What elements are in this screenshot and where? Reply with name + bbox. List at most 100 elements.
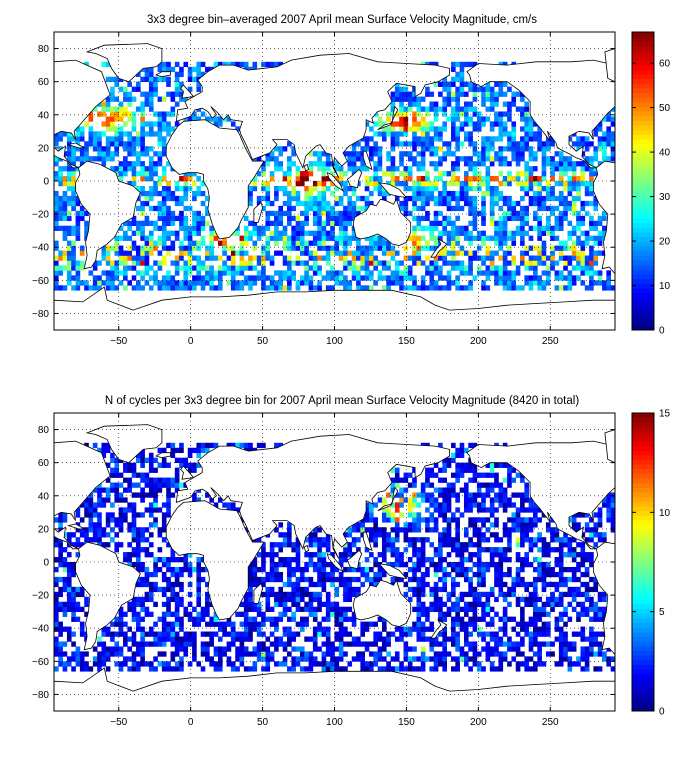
heatmap-cell [537,646,542,652]
heatmap-cell [571,171,577,177]
heatmap-cell [127,96,132,102]
heatmap-cell [127,101,132,107]
heatmap-cell [338,557,344,563]
heatmap-cell [381,260,387,266]
heatmap-cell [278,185,284,192]
heatmap-cell [463,270,469,276]
heatmap-cell [468,646,473,652]
heatmap-cell [62,181,68,187]
heatmap-cell [541,171,547,177]
heatmap-cell [308,171,314,177]
heatmap-cell [304,220,309,226]
heatmap-cell [541,547,547,553]
heatmap-cell [589,552,594,558]
heatmap-cell [373,151,378,157]
heatmap-cell [369,190,374,197]
heatmap-cell [343,596,348,603]
heatmap-cell [282,611,288,617]
heatmap-cell [343,190,348,197]
heatmap-cell [153,240,158,246]
heatmap-cell [472,606,478,612]
colorbar-segment [632,269,654,275]
heatmap-cell [84,527,89,533]
heatmap-cell [472,517,478,523]
heatmap-cell [127,562,132,568]
heatmap-cell [485,171,491,177]
heatmap-cell [533,280,538,286]
heatmap-cell [425,571,430,578]
heatmap-cell [364,265,370,271]
heatmap-cell [407,557,413,563]
heatmap-cell [550,596,555,603]
heatmap-cell [494,250,499,256]
heatmap-cell [429,656,435,662]
heatmap-cell [66,156,72,162]
heatmap-cell [131,255,137,261]
heatmap-cell [97,661,102,667]
heatmap-cell [589,185,594,192]
continent-outline [180,84,195,99]
colorbar-segment [632,106,654,112]
heatmap-cell [580,542,586,548]
heatmap-cell [580,611,586,617]
heatmap-cell [528,260,534,266]
heatmap-cell [299,245,305,251]
heatmap-cell [71,601,76,607]
heatmap-cell [170,245,176,251]
heatmap-cell [252,566,258,573]
heatmap-cell [433,240,439,246]
heatmap-cell [386,636,391,642]
heatmap-cell [269,285,275,291]
heatmap-cell [295,200,301,207]
heatmap-cell [278,151,284,157]
heatmap-cell [442,96,447,102]
heatmap-cell [541,611,547,617]
heatmap-cell [520,136,525,142]
heatmap-cell [338,636,344,642]
heatmap-cell [174,270,180,276]
heatmap-cell [291,235,296,241]
heatmap-cell [123,250,128,256]
heatmap-cell [606,646,611,652]
heatmap-cell [118,517,124,523]
heatmap-cell [291,270,296,276]
heatmap-cell [481,141,486,147]
heatmap-cell [269,576,275,583]
heatmap-cell [416,260,422,266]
colorbar-segment [632,41,654,47]
heatmap-cell [610,121,616,127]
heatmap-cell [369,532,374,538]
heatmap-cell [187,285,193,291]
heatmap-cell [308,275,314,281]
heatmap-cell [373,581,378,588]
heatmap-cell [451,621,456,627]
heatmap-cell [265,156,271,162]
heatmap-cell [524,601,529,607]
heatmap-cell [438,596,443,603]
heatmap-cell [71,255,76,261]
heatmap-cell [312,285,318,291]
heatmap-cell [312,591,318,598]
heatmap-cell [438,171,443,177]
heatmap-cell [438,606,443,612]
heatmap-cell [446,280,452,286]
heatmap-cell [157,136,163,142]
heatmap-cell [97,641,102,647]
heatmap-cell [179,71,184,77]
heatmap-cell [161,66,167,73]
heatmap-cell [105,116,111,122]
colorbar-tick-label: 30 [659,192,671,203]
heatmap-cell [304,176,309,182]
heatmap-cell [554,537,560,543]
heatmap-cell [54,200,59,207]
heatmap-cell [248,66,253,73]
heatmap-cell [468,61,473,68]
heatmap-cell [179,91,184,97]
heatmap-cell [287,141,292,147]
heatmap-cell [287,636,292,642]
heatmap-cell [438,285,443,291]
heatmap-cell [105,285,111,291]
heatmap-cell [261,280,266,286]
heatmap-cell [261,552,266,558]
